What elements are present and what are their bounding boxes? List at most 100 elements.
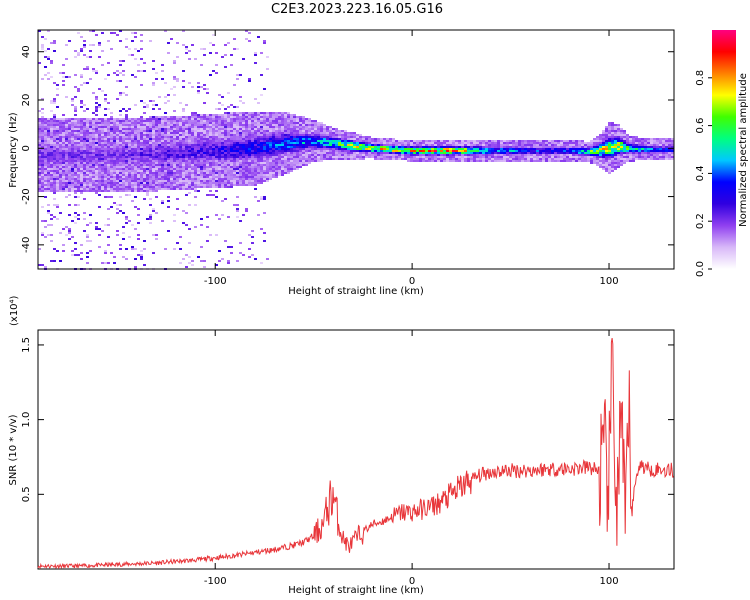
heatmap-cell (44, 164, 47, 166)
heatmap-cell (233, 144, 236, 146)
heatmap-cell (206, 184, 209, 186)
heatmap-cell (290, 116, 293, 118)
heatmap-cell (254, 168, 257, 170)
heatmap-cell (62, 64, 65, 66)
heatmap-cell (116, 182, 119, 184)
heatmap-cell (479, 142, 482, 144)
heatmap-cell (221, 174, 224, 176)
heatmap-cell (182, 160, 185, 162)
heatmap-cell (581, 156, 584, 158)
heatmap-cell (344, 142, 347, 144)
heatmap-cell (515, 158, 518, 160)
heatmap-cell (101, 160, 104, 162)
heatmap-cell (74, 182, 77, 184)
heatmap-cell (95, 106, 98, 108)
heatmap-cell (209, 180, 212, 182)
heatmap-cell (68, 156, 71, 158)
heatmap-cell (95, 144, 98, 146)
heatmap-cell (50, 60, 53, 62)
heatmap-cell (128, 236, 131, 238)
heatmap-cell (215, 186, 218, 188)
heatmap-cell (200, 176, 203, 178)
heatmap-cell (185, 132, 188, 134)
heatmap-cell (527, 148, 530, 150)
heatmap-cell (224, 112, 227, 114)
heatmap-cell (494, 160, 497, 162)
heatmap-cell (530, 144, 533, 146)
heatmap-cell (206, 240, 209, 242)
heatmap-cell (218, 178, 221, 180)
heatmap-cell (380, 158, 383, 160)
heatmap-cell (284, 142, 287, 144)
heatmap-cell (425, 144, 428, 146)
heatmap-cell (149, 172, 152, 174)
heatmap-cell (347, 142, 350, 144)
heatmap-cell (239, 180, 242, 182)
heatmap-cell (101, 170, 104, 172)
heatmap-cell (74, 156, 77, 158)
heatmap-cell (353, 156, 356, 158)
heatmap-cell (44, 166, 47, 168)
heatmap-cell (95, 182, 98, 184)
heatmap-cell (518, 146, 521, 148)
heatmap-cell (98, 246, 101, 248)
heatmap-cell (116, 150, 119, 152)
heatmap-cell (197, 128, 200, 130)
heatmap-cell (584, 156, 587, 158)
heatmap-cell (122, 156, 125, 158)
heatmap-cell (179, 120, 182, 122)
heatmap-cell (299, 116, 302, 118)
heatmap-cell (200, 86, 203, 88)
heatmap-cell (50, 184, 53, 186)
heatmap-cell (494, 144, 497, 146)
heatmap-cell (176, 124, 179, 126)
heatmap-cell (149, 182, 152, 184)
heatmap-cell (434, 156, 437, 158)
heatmap-cell (329, 128, 332, 130)
heatmap-cell (374, 146, 377, 148)
heatmap-cell (104, 190, 107, 192)
heatmap-cell (410, 158, 413, 160)
heatmap-cell (65, 170, 68, 172)
heatmap-cell (401, 156, 404, 158)
heatmap-cell (293, 162, 296, 164)
heatmap-cell (239, 96, 242, 98)
heatmap-cell (476, 140, 479, 142)
heatmap-cell (59, 260, 62, 262)
heatmap-cell (134, 152, 137, 154)
heatmap-cell (116, 120, 119, 122)
heatmap-cell (500, 150, 503, 152)
heatmap-cell (563, 156, 566, 158)
heatmap-cell (479, 144, 482, 146)
heatmap-cell (56, 174, 59, 176)
heatmap-cell (125, 178, 128, 180)
heatmap-cell (323, 150, 326, 152)
heatmap-cell (98, 56, 101, 58)
heatmap-cell (494, 140, 497, 142)
heatmap-cell (167, 148, 170, 150)
heatmap-cell (206, 130, 209, 132)
heatmap-cell (74, 86, 77, 88)
heatmap-cell (128, 120, 131, 122)
heatmap-cell (218, 116, 221, 118)
heatmap-cell (113, 124, 116, 126)
heatmap-cell (161, 186, 164, 188)
heatmap-cell (236, 146, 239, 148)
heatmap-cell (140, 34, 143, 36)
heatmap-cell (152, 60, 155, 62)
heatmap-cell (92, 122, 95, 124)
heatmap-cell (50, 122, 53, 124)
heatmap-cell (107, 40, 110, 42)
heatmap-cell (98, 120, 101, 122)
heatmap-cell (161, 148, 164, 150)
heatmap-cell (83, 110, 86, 112)
heatmap-cell (176, 198, 179, 200)
heatmap-cell (146, 166, 149, 168)
heatmap-cell (323, 124, 326, 126)
heatmap-cell (473, 160, 476, 162)
heatmap-cell (62, 118, 65, 120)
heatmap-cell (401, 142, 404, 144)
heatmap-cell (359, 156, 362, 158)
heatmap-cell (425, 140, 428, 142)
